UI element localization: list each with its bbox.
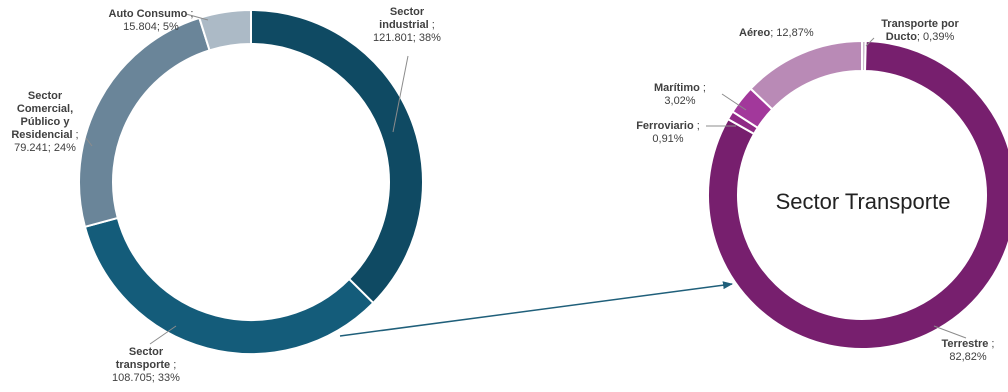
label-comercial-value: 79.241; 24% (14, 142, 76, 154)
energy-consumption-donut (78, 8, 424, 355)
label-sector-comercial: Sector Comercial, Público y Residencial … (11, 90, 79, 154)
label-industrial-line1: Sector (389, 6, 425, 18)
label-transporte-line1: Sector (128, 346, 164, 358)
label-comercial-line1: Sector (27, 90, 63, 102)
slice-aereo (749, 39, 863, 111)
label-transporte-ducto: Transporte por Ducto; 0,39% (872, 18, 968, 44)
label-terrestre: Terrestre ; 82,82% (941, 338, 995, 363)
label-transporte-line2: transporte (115, 359, 171, 371)
label-ducto-value: ; 0,39% (916, 31, 955, 43)
label-transporte-value: 108.705; 33% (112, 372, 180, 384)
label-ferroviario-category: Ferroviario (636, 120, 694, 132)
label-auto-consumo-value: 15.804; 5% (123, 21, 179, 33)
label-leader-lines (85, 13, 967, 345)
label-aereo-value: ; 12,87% (770, 27, 814, 39)
transport-link-arrow (339, 281, 733, 337)
label-comercial-line4: Residencial (11, 129, 73, 141)
slice-sector-transporte (83, 216, 375, 355)
label-ferroviario: Ferroviario ; 0,91% (636, 120, 700, 145)
label-aereo: Aéreo; 12,87% (739, 27, 814, 40)
label-sector-transporte: Sector transporte ; 108.705; 33% (112, 346, 180, 384)
label-maritimo-category: Marítimo (654, 82, 700, 94)
slice-auto-consumo (198, 8, 252, 52)
slice-terrestre (707, 40, 1008, 350)
leader-ducto (865, 37, 875, 47)
label-terrestre-value: 82,82% (949, 351, 987, 363)
label-maritimo: Marítimo ; 3,02% (654, 82, 706, 107)
label-industrial-line2: industrial (379, 19, 429, 31)
leader-transporte (149, 325, 177, 345)
leader-maritimo (721, 93, 747, 111)
label-ducto-line1: Transporte por (881, 18, 959, 30)
label-comercial-line3: Público y (20, 116, 70, 128)
label-terrestre-category: Terrestre (941, 338, 989, 350)
leader-auto-consumo (185, 13, 209, 21)
slice-sector-industrial (250, 8, 424, 305)
label-auto-consumo-category: Auto Consumo (108, 8, 188, 20)
label-industrial-value: 121.801; 38% (373, 32, 441, 44)
label-ferroviario-value: 0,91% (652, 133, 684, 145)
label-auto-consumo: Auto Consumo ; 15.804; 5% (108, 8, 194, 33)
leader-industrial (392, 55, 409, 133)
leader-terrestre (933, 325, 967, 339)
label-ducto-line2: Ducto (885, 31, 917, 43)
label-maritimo-value: 3,02% (664, 95, 696, 107)
transport-center-title: Sector Transporte (775, 189, 951, 214)
transport-sector-donut (707, 39, 1008, 350)
label-aereo-category: Aéreo (739, 27, 771, 39)
leader-comercial (85, 137, 93, 147)
label-comercial-line2: Comercial, (16, 103, 74, 115)
label-sector-industrial: Sector industrial ; 121.801; 38% (373, 6, 441, 44)
slice-sector-comercial-publico-y-residencial (78, 16, 211, 229)
